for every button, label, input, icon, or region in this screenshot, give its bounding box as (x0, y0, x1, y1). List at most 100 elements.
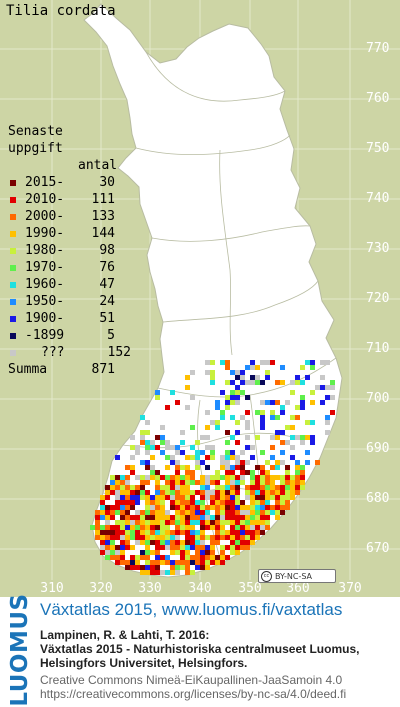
observation-square (210, 450, 215, 455)
observation-square (155, 530, 160, 535)
observation-square (225, 510, 230, 515)
observation-square (195, 440, 200, 445)
observation-square (230, 525, 235, 530)
observation-square (285, 480, 290, 485)
observation-square (100, 500, 105, 505)
observation-square (265, 470, 270, 475)
observation-square (240, 500, 245, 505)
observation-square (210, 495, 215, 500)
legend-count: 144 (91, 226, 115, 241)
y-axis-label: 700 (366, 391, 390, 406)
observation-square (160, 440, 165, 445)
observation-square (305, 460, 310, 465)
observation-square (245, 460, 250, 465)
observation-square (255, 475, 260, 480)
observation-square (130, 500, 135, 505)
legend-summa-label: Summa (8, 362, 48, 377)
x-axis-label: 330 (138, 581, 162, 596)
observation-square (255, 375, 260, 380)
observation-square (240, 530, 245, 535)
observation-square (230, 530, 235, 535)
observation-square (155, 470, 160, 475)
observation-square (235, 525, 240, 530)
observation-square (170, 565, 175, 570)
observation-square (245, 425, 250, 430)
observation-square (185, 375, 190, 380)
observation-square (210, 505, 215, 510)
observation-square (150, 510, 155, 515)
observation-square (270, 485, 275, 490)
x-axis-label: 310 (40, 581, 64, 596)
observation-square (105, 540, 110, 545)
observation-square (215, 535, 220, 540)
observation-square (235, 465, 240, 470)
observation-square (235, 510, 240, 515)
observation-square (170, 545, 175, 550)
y-axis-label: 760 (366, 91, 390, 106)
observation-square (285, 500, 290, 505)
observation-square (220, 475, 225, 480)
observation-square (260, 360, 265, 365)
observation-square (120, 535, 125, 540)
observation-square (260, 425, 265, 430)
observation-square (180, 505, 185, 510)
observation-square (185, 465, 190, 470)
observation-square (170, 485, 175, 490)
observation-square (100, 530, 105, 535)
observation-square (205, 445, 210, 450)
y-axis-label: 680 (366, 491, 390, 506)
observation-square (220, 525, 225, 530)
observation-square (195, 450, 200, 455)
observation-square (145, 530, 150, 535)
observation-square (280, 505, 285, 510)
observation-square (290, 455, 295, 460)
observation-square (190, 525, 195, 530)
legend-row: 1900- 51 (8, 310, 131, 327)
observation-square (130, 520, 135, 525)
observation-square (225, 500, 230, 505)
observation-square (265, 510, 270, 515)
observation-square (160, 530, 165, 535)
observation-square (175, 400, 180, 405)
observation-square (100, 535, 105, 540)
observation-square (245, 490, 250, 495)
observation-square (165, 495, 170, 500)
observation-square (165, 530, 170, 535)
observation-square (145, 545, 150, 550)
observation-square (250, 375, 255, 380)
legend-count: 98 (99, 243, 115, 258)
observation-square (225, 515, 230, 520)
observation-square (230, 475, 235, 480)
observation-square (170, 495, 175, 500)
atlas-link[interactable]: Växtatlas 2015, www.luomus.fi/vaxtatlas (40, 600, 343, 619)
observation-square (175, 460, 180, 465)
observation-square (145, 450, 150, 455)
observation-square (255, 495, 260, 500)
observation-square (145, 540, 150, 545)
observation-square (130, 515, 135, 520)
legend-count: 30 (99, 175, 115, 190)
observation-square (130, 490, 135, 495)
y-axis-label: 740 (366, 191, 390, 206)
observation-square (210, 360, 215, 365)
observation-square (235, 520, 240, 525)
license-link[interactable]: https://creativecommons.org/licenses/by-… (40, 687, 347, 701)
legend-row: 1960- 47 (8, 276, 131, 293)
observation-square (130, 445, 135, 450)
observation-square (175, 525, 180, 530)
observation-square (230, 500, 235, 505)
observation-square (185, 565, 190, 570)
legend-label: 2000- (25, 209, 65, 224)
observation-square (210, 500, 215, 505)
observation-square (215, 490, 220, 495)
observation-square (150, 440, 155, 445)
observation-square (145, 505, 150, 510)
observation-square (165, 535, 170, 540)
observation-square (225, 395, 230, 400)
observation-square (125, 525, 130, 530)
observation-square (180, 565, 185, 570)
license-badge[interactable]: cc BY-NC-SA (258, 569, 336, 583)
observation-square (115, 490, 120, 495)
observation-square (290, 480, 295, 485)
observation-square (250, 380, 255, 385)
